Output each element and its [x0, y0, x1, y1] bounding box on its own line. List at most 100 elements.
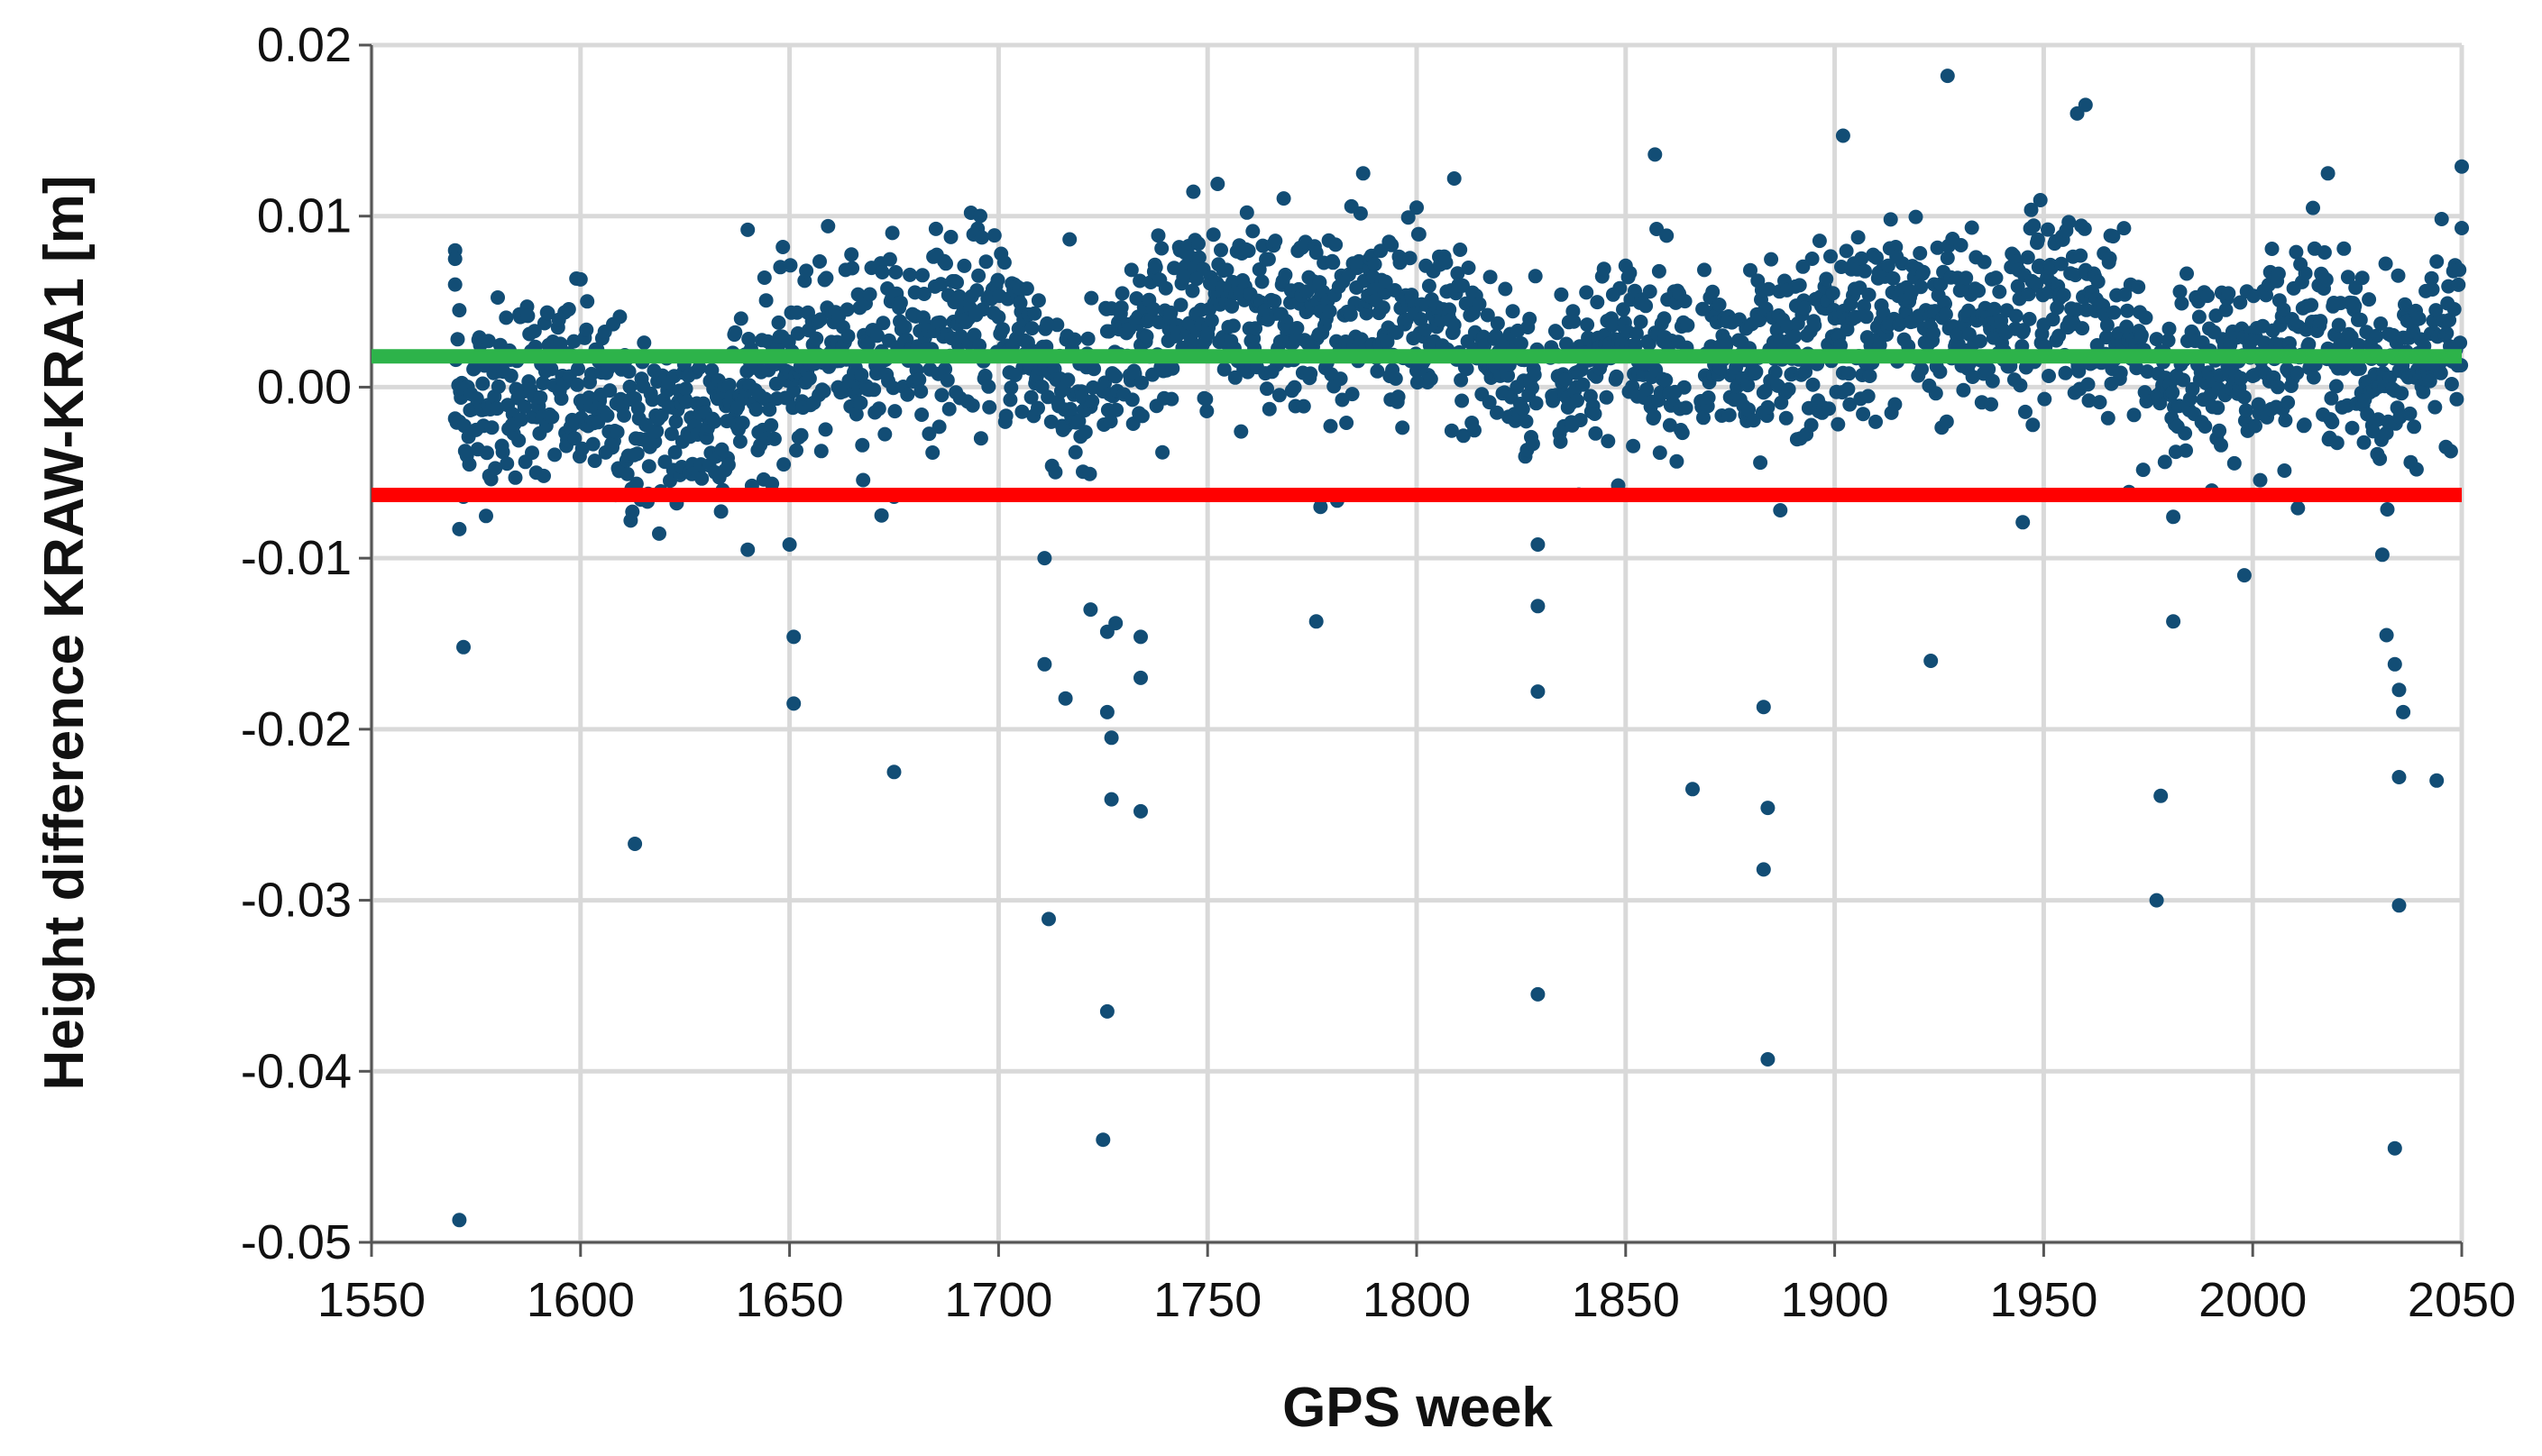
data-point: [1915, 264, 1931, 279]
data-point: [1267, 294, 1282, 309]
data-point: [480, 445, 494, 461]
data-point: [2429, 254, 2445, 270]
data-point: [585, 436, 601, 452]
data-point: [2102, 251, 2117, 266]
data-point: [1848, 309, 1863, 325]
data-point: [1031, 400, 1045, 416]
data-point: [2391, 898, 2407, 913]
data-point: [1883, 212, 1898, 227]
data-point: [2016, 323, 2032, 338]
data-point: [840, 302, 855, 317]
data-point: [1862, 369, 1877, 383]
data-points: [447, 69, 2469, 1228]
data-point: [1839, 243, 1854, 259]
data-point: [452, 521, 467, 536]
data-point: [1819, 271, 1834, 287]
data-point: [503, 368, 518, 383]
data-point: [2106, 305, 2122, 320]
data-point: [2280, 395, 2296, 410]
data-point: [1019, 281, 1034, 297]
data-point: [1985, 373, 2000, 389]
data-point: [517, 399, 532, 414]
data-point: [950, 275, 964, 290]
data-point: [1981, 362, 1996, 377]
data-point: [527, 324, 542, 339]
data-point: [2176, 372, 2191, 388]
data-point: [2304, 298, 2319, 313]
data-point: [794, 427, 809, 443]
data-point: [713, 504, 729, 519]
data-point: [1352, 253, 1366, 269]
data-point: [758, 293, 774, 308]
data-point: [488, 461, 503, 476]
data-point: [1528, 269, 1543, 284]
data-point: [2092, 395, 2107, 410]
data-point: [740, 542, 756, 557]
data-point: [1185, 283, 1200, 298]
data-point: [1629, 326, 1644, 341]
data-point: [621, 364, 637, 380]
data-point: [1913, 245, 1928, 261]
data-point: [1587, 407, 1602, 421]
data-point: [1588, 426, 1603, 441]
data-point: [2045, 312, 2060, 327]
data-point: [2099, 317, 2115, 333]
data-point: [939, 256, 953, 271]
data-point: [934, 388, 950, 403]
data-point: [2422, 373, 2437, 389]
data-point: [1500, 368, 1516, 383]
data-point: [1868, 414, 1883, 429]
data-point: [1711, 298, 1727, 312]
data-point: [1133, 670, 1148, 685]
data-point: [2290, 365, 2305, 380]
data-point: [1124, 262, 1139, 278]
data-point: [645, 392, 660, 407]
data-point: [1804, 252, 1820, 266]
data-point: [567, 431, 583, 446]
data-point: [1858, 309, 1874, 325]
data-point: [981, 379, 996, 394]
data-point: [1515, 401, 1530, 417]
data-point: [871, 401, 886, 417]
data-point: [490, 401, 505, 417]
data-point: [499, 310, 514, 325]
data-point: [728, 325, 743, 340]
data-point: [740, 222, 756, 237]
data-point: [2178, 426, 2193, 441]
data-point: [1580, 317, 1595, 333]
data-point: [790, 325, 805, 341]
data-point: [1658, 372, 1674, 388]
data-point: [1498, 281, 1513, 297]
data-point: [2041, 222, 2055, 237]
data-point: [1165, 361, 1180, 376]
data-point: [1566, 314, 1582, 329]
data-point: [1023, 389, 1039, 405]
data-point: [1525, 436, 1540, 452]
data-point: [1781, 381, 1796, 397]
data-point: [1626, 438, 1641, 453]
data-point: [1390, 389, 1406, 405]
data-point: [2236, 568, 2252, 583]
data-point: [2354, 270, 2370, 286]
data-point: [1099, 704, 1115, 719]
data-point: [2328, 379, 2344, 394]
data-point: [882, 252, 897, 267]
data-point: [875, 265, 890, 279]
data-point: [1461, 261, 1476, 275]
data-point: [2325, 415, 2340, 430]
data-point: [874, 508, 889, 523]
data-point: [2166, 509, 2181, 525]
data-point: [1956, 382, 1971, 398]
data-point: [1639, 381, 1654, 397]
data-point: [1024, 321, 1040, 336]
data-point: [1248, 321, 1263, 336]
data-point: [885, 225, 900, 241]
data-point: [1062, 232, 1078, 247]
data-point: [1287, 380, 1302, 395]
data-point: [1605, 318, 1620, 333]
data-point: [2149, 332, 2164, 347]
data-point: [2276, 302, 2291, 317]
data-point: [1096, 1132, 1111, 1148]
data-point: [1031, 293, 1046, 308]
data-point: [1599, 389, 1614, 405]
